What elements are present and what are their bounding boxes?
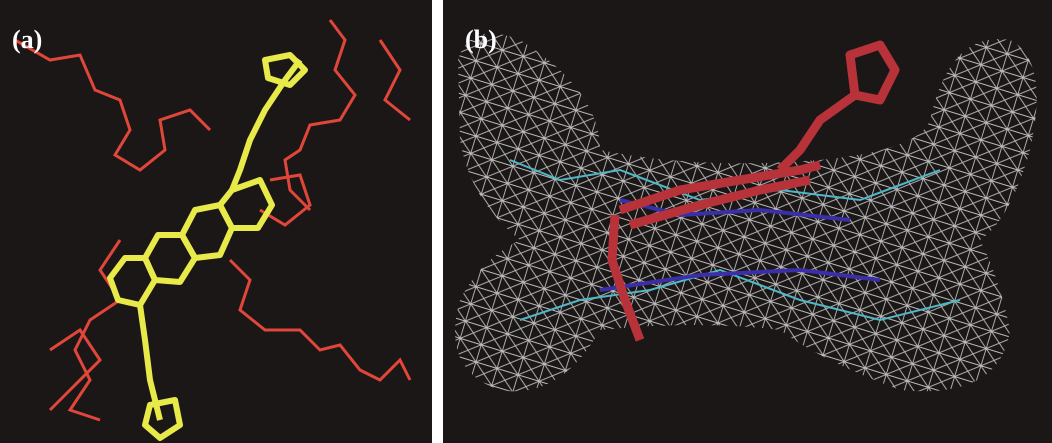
page: {"panels": [{"label": "(a)"}, {"label": … [0,0,1052,443]
panel-a: (a) [0,0,432,443]
panel-label: (a) [12,25,42,54]
panel-label: (b) [465,25,497,54]
panel-background [0,0,432,443]
figure: (a) (b) [0,0,1052,443]
panel-b: (b) [443,0,1052,443]
